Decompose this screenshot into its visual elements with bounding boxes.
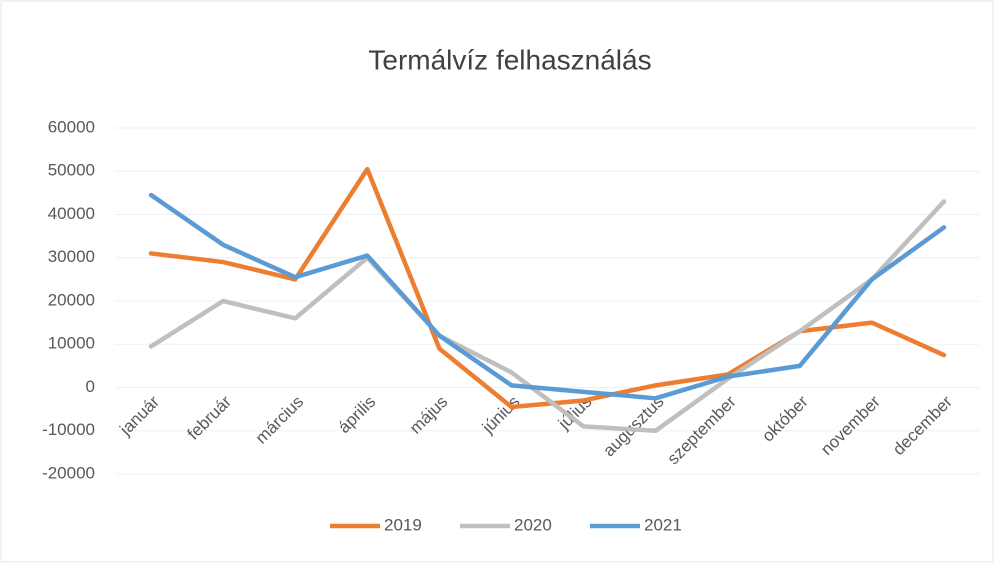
y-tick-label: 50000: [48, 161, 95, 180]
y-tick-label: 0: [86, 377, 95, 396]
y-tick-label: 40000: [48, 204, 95, 223]
legend-label: 2020: [514, 515, 552, 534]
y-tick-label: -20000: [42, 463, 95, 482]
chart-title: Termálvíz felhasználás: [368, 44, 651, 75]
y-tick-label: 20000: [48, 290, 95, 309]
y-tick-label: 10000: [48, 334, 95, 353]
series-line: [148, 166, 947, 410]
y-tick-label: 30000: [48, 247, 95, 266]
y-tick-label: 60000: [48, 117, 95, 136]
y-tick-label: -10000: [42, 420, 95, 439]
series-line: [148, 192, 947, 401]
legend-label: 2021: [644, 515, 682, 534]
series-line: [148, 199, 947, 433]
legend-label: 2019: [384, 515, 422, 534]
